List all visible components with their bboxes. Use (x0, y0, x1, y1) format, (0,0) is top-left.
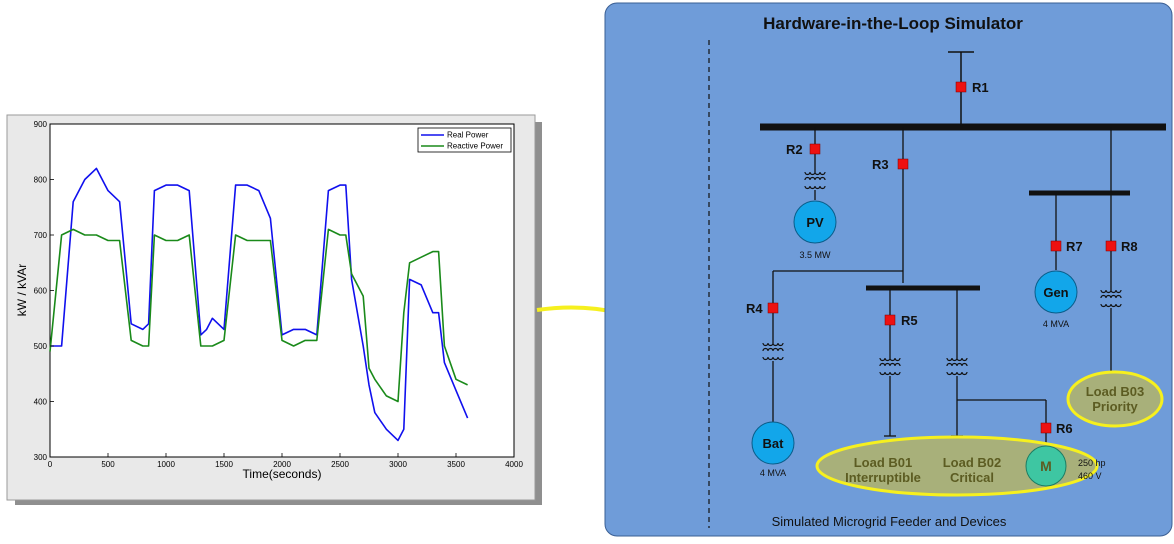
pv-rating: 3.5 MW (799, 250, 831, 260)
relay-r3: R3 (872, 157, 909, 172)
load-b02-type: Critical (950, 470, 994, 485)
relay-r6: R6 (1040, 421, 1073, 436)
x-tick-label: 2000 (273, 460, 291, 469)
gen-circle (1034, 270, 1078, 314)
series-line-reactive-power (49, 228, 468, 403)
load-b02-name: Load B02 (943, 455, 1002, 470)
x-tick-label: 0 (48, 460, 53, 469)
relay-r5-marker (884, 314, 896, 326)
device-gen: Gen 4 MVA (1034, 270, 1078, 329)
x-tick-label: 500 (101, 460, 115, 469)
load-b01-name: Load B01 (854, 455, 913, 470)
simulator-background (604, 2, 1173, 537)
load-group-main-ellipse (815, 435, 1099, 497)
load-b01-type: Interruptible (845, 470, 921, 485)
motor-label: M (1040, 458, 1052, 474)
relay-r5-label: R5 (901, 313, 918, 328)
device-bat: Bat 4 MVA (751, 421, 795, 478)
relay-r7-marker (1050, 240, 1062, 252)
x-tick-label: 3000 (389, 460, 407, 469)
y-tick-label: 600 (34, 287, 48, 296)
load-group-main: Load B01 Interruptible Load B02 Critical… (815, 435, 1106, 497)
gen-label: Gen (1043, 285, 1068, 300)
relay-r2-marker (809, 143, 821, 155)
simulator-footer: Simulated Microgrid Feeder and Devices (772, 514, 1007, 529)
y-tick-label: 800 (34, 176, 48, 185)
series-group (49, 167, 469, 442)
transformer-pv (804, 171, 826, 190)
y-tick-label: 300 (34, 453, 48, 462)
bat-label: Bat (763, 436, 785, 451)
ticks-group: 0 500 1000 1500 2000 2500 3000 3500 4000 300 400 50… (34, 120, 524, 469)
device-pv: PV 3.5 MW (793, 200, 837, 260)
y-tick-label: 700 (34, 231, 48, 240)
motor-rating-voltage: 460 V (1078, 471, 1102, 481)
chart-panel: 0 500 1000 1500 2000 2500 3000 3500 4000 300 400 50… (6, 114, 542, 505)
pv-label: PV (806, 215, 824, 230)
bat-circle (751, 421, 795, 465)
legend-label-real-power: Real Power (447, 131, 489, 140)
x-tick-label: 1500 (215, 460, 233, 469)
simulator-panel: Hardware-in-the-Loop Simulator (604, 2, 1173, 537)
transformers (762, 171, 1122, 376)
relay-r4-label: R4 (746, 301, 763, 316)
x-tick-label: 3500 (447, 460, 465, 469)
relay-r3-marker (897, 158, 909, 170)
x-tick-label: 1000 (157, 460, 175, 469)
relay-r4: R4 (746, 301, 779, 316)
bat-rating: 4 MVA (760, 468, 786, 478)
y-tick-label: 500 (34, 342, 48, 351)
load-b03-ellipse (1066, 370, 1164, 428)
relay-r1-label: R1 (972, 80, 989, 95)
relay-r5: R5 (884, 313, 918, 328)
relay-r8: R8 (1105, 239, 1138, 254)
legend-box (417, 127, 512, 153)
relay-r1: R1 (955, 80, 989, 95)
relay-r8-label: R8 (1121, 239, 1138, 254)
relay-r6-label: R6 (1056, 421, 1073, 436)
plot-area (49, 123, 515, 458)
chart-legend: Real Power Reactive Power (417, 127, 512, 153)
legend-label-reactive-power: Reactive Power (447, 142, 503, 151)
relay-r1-marker (955, 81, 967, 93)
y-tick-label: 400 (34, 398, 48, 407)
transformer-bat (762, 342, 784, 361)
relay-r7-label: R7 (1066, 239, 1083, 254)
relays: R1 R2 R3 R4 R5 R6 (746, 80, 1138, 436)
relay-r8-marker (1105, 240, 1117, 252)
relay-r4-marker (767, 302, 779, 314)
x-tick-label: 2500 (331, 460, 349, 469)
relay-r2-label: R2 (786, 142, 803, 157)
x-axis-label: Time(seconds) (243, 467, 322, 481)
transformer-b01 (879, 357, 901, 376)
x-tick-label: 4000 (505, 460, 523, 469)
relay-r7: R7 (1050, 239, 1083, 254)
transformer-b03 (1100, 289, 1122, 308)
y-tick-label: 900 (34, 120, 48, 129)
transformer-b02 (946, 357, 968, 376)
motor-rating-hp: 250 hp (1078, 458, 1106, 468)
pv-circle (793, 200, 837, 244)
relay-r3-label: R3 (872, 157, 889, 172)
simulator-title: Hardware-in-the-Loop Simulator (763, 14, 1023, 33)
relay-r6-marker (1040, 422, 1052, 434)
motor-circle (1025, 445, 1067, 487)
relay-r2: R2 (786, 142, 821, 157)
load-b03-type: Priority (1092, 399, 1138, 414)
series-line-real-power (50, 167, 469, 442)
y-axis-label: kW / kVAr (15, 264, 29, 316)
load-b03-name: Load B03 (1086, 384, 1145, 399)
gen-rating: 4 MVA (1043, 319, 1069, 329)
load-group-priority: Load B03 Priority (1066, 370, 1164, 428)
